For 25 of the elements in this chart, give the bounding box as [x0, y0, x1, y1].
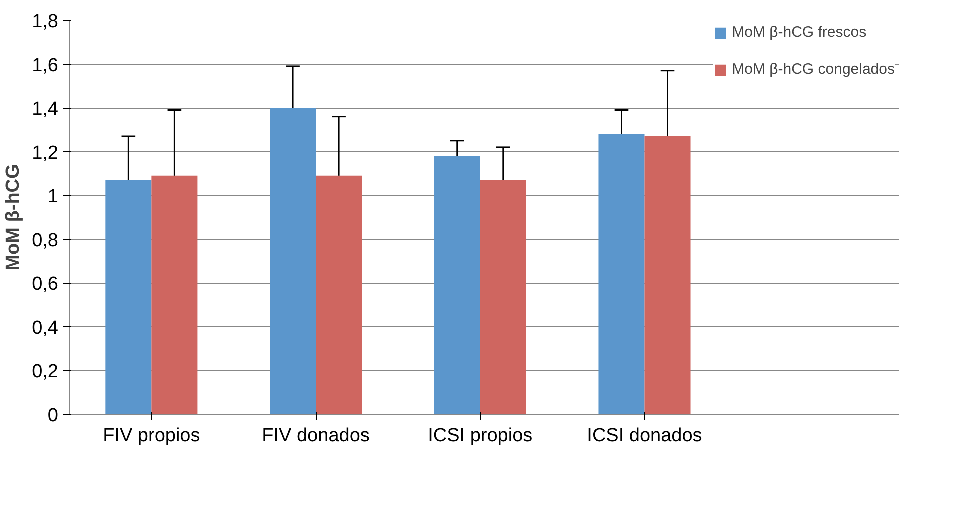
y-axis-title: MoM β-hCG [3, 164, 24, 271]
bar [480, 180, 526, 414]
x-tick-label: ICSI donados [587, 426, 702, 446]
bar [152, 176, 198, 414]
y-tick-label: 0,4 [32, 318, 59, 339]
y-tick-label: 1,8 [32, 12, 59, 32]
y-tick-label: 0 [48, 406, 59, 426]
x-tick-label: FIV propios [103, 426, 200, 446]
y-tick-label: 0,6 [32, 274, 59, 296]
x-tick-label: FIV donados [262, 426, 370, 446]
y-tick-label: 1,2 [32, 142, 59, 164]
y-tick-label: 1 [48, 186, 59, 208]
y-tick-label: 0,2 [32, 362, 59, 383]
bar [434, 156, 480, 414]
bar [598, 134, 645, 414]
y-tick-label: 1,6 [32, 55, 59, 76]
bar [270, 108, 316, 414]
bar [316, 176, 362, 414]
y-tick-label: 1,4 [32, 99, 59, 120]
legend-label: MoM β-hCG frescos [732, 24, 867, 41]
bar [644, 136, 691, 414]
legend-label: MoM β-hCG congelados [732, 61, 895, 78]
y-tick-label: 0,8 [32, 230, 59, 252]
x-tick-label: ICSI propios [428, 426, 533, 446]
bar [106, 180, 152, 414]
